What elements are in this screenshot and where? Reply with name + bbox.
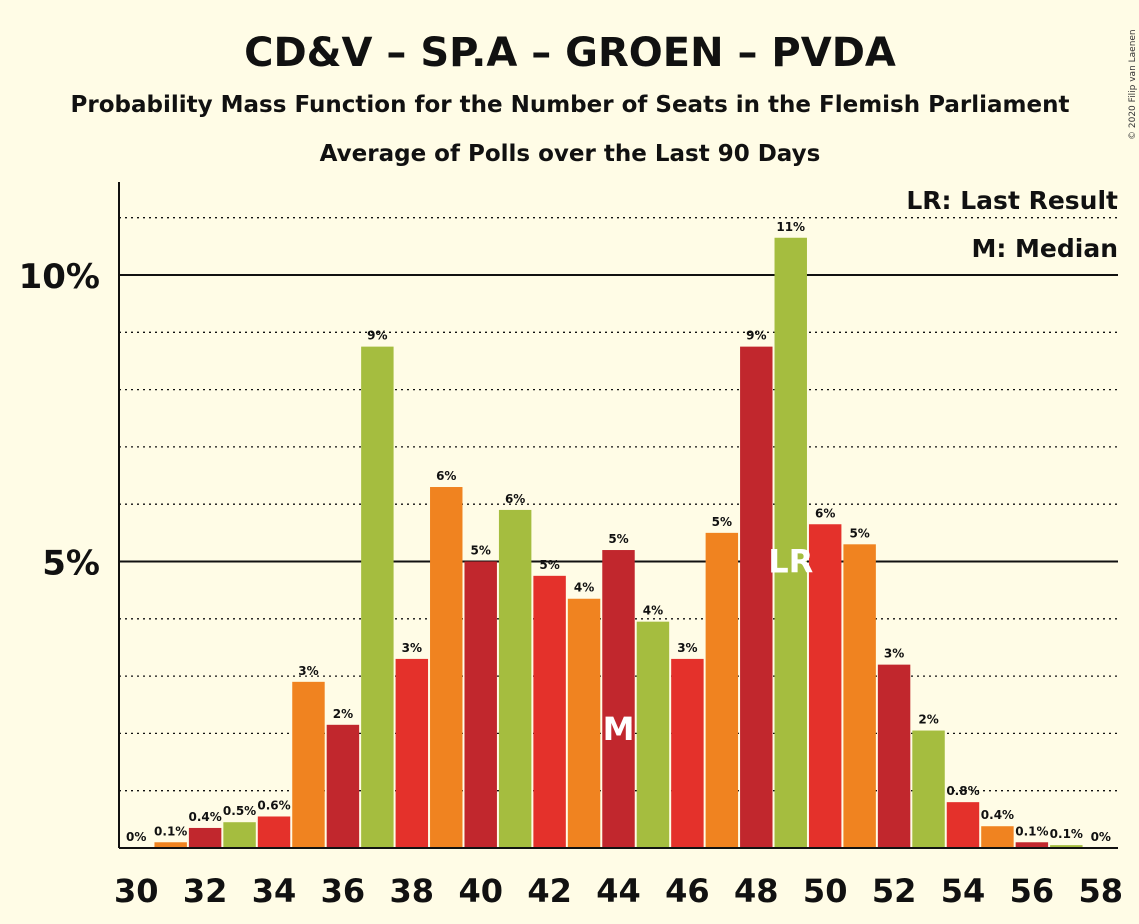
bar-seats-44 <box>602 550 635 848</box>
bar-seats-50 <box>808 524 842 848</box>
copyright-notice: © 2020 Filip van Laenen <box>1128 29 1138 140</box>
bar-seats-42 <box>533 575 566 848</box>
value-label-32: 0.4% <box>188 810 221 824</box>
bar-seats-46 <box>671 658 704 848</box>
value-label-49: 11% <box>776 220 805 234</box>
bar-seats-56 <box>1015 842 1049 848</box>
chart-title: CD&V – SP.A – GROEN – PVDA <box>244 30 896 76</box>
result-markers: M LR <box>603 543 814 748</box>
bar-seats-51 <box>843 544 876 848</box>
bar-seats-35 <box>292 681 325 848</box>
bar-seats-32 <box>188 827 222 848</box>
bar-seats-37 <box>361 346 394 848</box>
value-label-33: 0.5% <box>223 804 256 818</box>
bar-seats-52 <box>877 664 911 848</box>
value-label-31: 0.1% <box>154 824 187 838</box>
value-label-56: 0.1% <box>1015 824 1048 838</box>
value-label-36: 2% <box>333 707 353 721</box>
value-label-52: 3% <box>884 647 904 661</box>
bar-seats-36 <box>326 724 360 848</box>
x-tick-label-42: 42 <box>527 872 572 910</box>
value-label-42: 5% <box>539 558 559 572</box>
value-label-54: 0.8% <box>946 784 979 798</box>
bars <box>154 237 1083 848</box>
x-tick-label-52: 52 <box>872 872 917 910</box>
value-label-43: 4% <box>574 581 594 595</box>
value-label-37: 9% <box>367 329 387 343</box>
x-tick-label-58: 58 <box>1079 872 1124 910</box>
bar-seats-47 <box>705 532 739 848</box>
value-labels: 0% 0.1%0.4% 0.5% 0.6%3%2%9%3%6%5%6%5%4%5%4%… <box>126 220 1111 844</box>
x-tick-label-48: 48 <box>734 872 779 910</box>
value-label-48: 9% <box>746 329 766 343</box>
x-tick-label-30: 30 <box>114 872 159 910</box>
median-marker: M <box>603 710 635 748</box>
bar-seats-57 <box>1050 845 1083 848</box>
bar-seats-38 <box>395 658 429 848</box>
x-tick-label-50: 50 <box>803 872 848 910</box>
bar-seats-31 <box>154 842 187 848</box>
y-tick-label: 5% <box>42 544 100 584</box>
bar-seats-45 <box>636 621 670 848</box>
value-label-35: 3% <box>298 664 318 678</box>
value-label-50: 6% <box>815 506 835 520</box>
value-label-44: 5% <box>608 532 628 546</box>
value-label-55: 0.4% <box>981 808 1014 822</box>
value-label-40: 5% <box>471 544 491 558</box>
x-tick-label-32: 32 <box>183 872 228 910</box>
bar-seats-39 <box>430 487 463 848</box>
value-label-34: 0.6% <box>257 798 290 812</box>
value-label-58: 0% <box>1091 830 1111 844</box>
value-label-39: 6% <box>436 469 456 483</box>
x-tick-label-46: 46 <box>665 872 710 910</box>
x-tick-label-38: 38 <box>390 872 435 910</box>
chart-subtitle: Probability Mass Function for the Number… <box>71 92 1070 118</box>
bar-seats-40 <box>464 561 497 848</box>
value-label-51: 5% <box>849 526 869 540</box>
bar-seats-49 <box>774 237 807 848</box>
value-label-57: 0.1% <box>1050 827 1083 841</box>
x-tick-label-34: 34 <box>252 872 297 910</box>
bar-seats-33 <box>223 822 256 848</box>
x-tick-label-56: 56 <box>1010 872 1055 910</box>
value-label-38: 3% <box>402 641 422 655</box>
bar-seats-48 <box>740 346 773 848</box>
bar-seats-41 <box>498 509 532 848</box>
x-tick-label-54: 54 <box>941 872 986 910</box>
bar-seats-34 <box>257 816 291 848</box>
x-tick-label-44: 44 <box>596 872 641 910</box>
value-label-41: 6% <box>505 492 525 506</box>
bar-seats-54 <box>946 802 980 848</box>
last-result-marker: LR <box>768 543 813 581</box>
chart-subtitle-period: Average of Polls over the Last 90 Days <box>320 141 821 167</box>
y-tick-label: 10% <box>19 257 100 297</box>
bar-seats-53 <box>912 730 945 848</box>
value-label-53: 2% <box>918 713 938 727</box>
value-label-47: 5% <box>712 515 732 529</box>
x-tick-label-40: 40 <box>458 872 503 910</box>
legend-last-result: LR: Last Result <box>906 186 1118 215</box>
value-label-46: 3% <box>677 641 697 655</box>
axes: 5% 10% 30 32 34 36 38 40 42 44 46 48 50 52 54 56 58 <box>19 182 1123 910</box>
x-tick-label-36: 36 <box>321 872 366 910</box>
legend-median: M: Median <box>971 234 1118 263</box>
bar-seats-55 <box>981 826 1014 848</box>
bar-seats-43 <box>567 598 601 848</box>
value-label-45: 4% <box>643 604 663 618</box>
value-label-30: 0% <box>126 830 146 844</box>
